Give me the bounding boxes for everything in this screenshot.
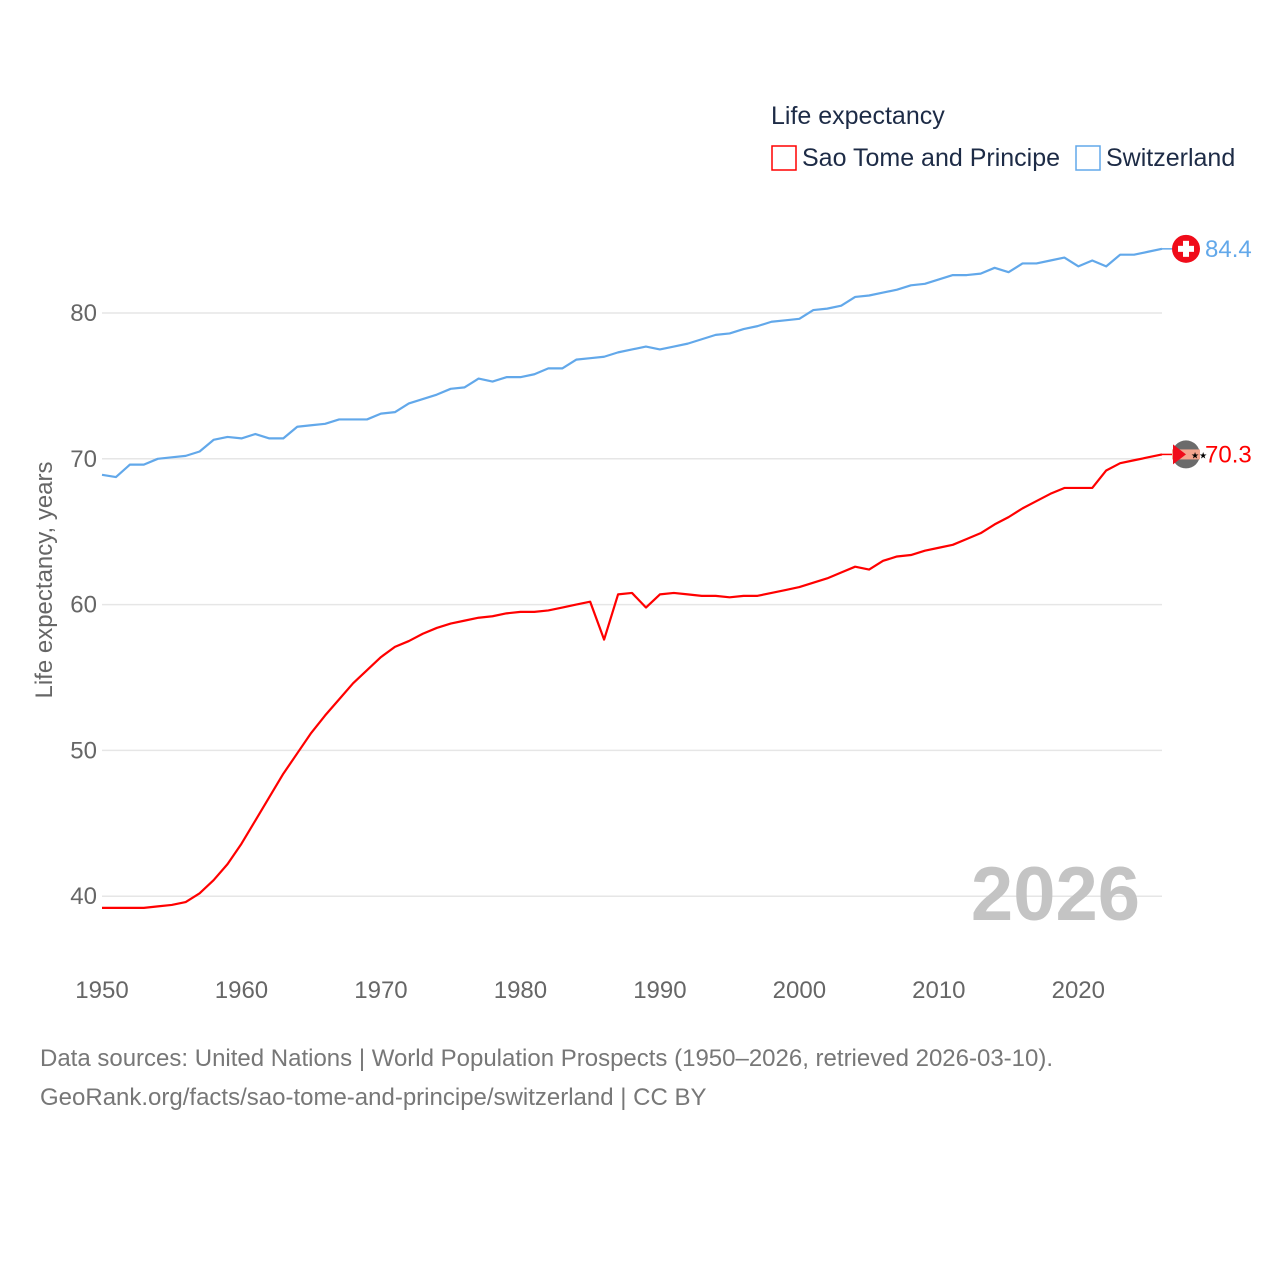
switzerland-flag-icon <box>1172 234 1200 263</box>
x-tick-label: 1950 <box>75 977 128 1004</box>
data-source-note: Data sources: United Nations | World Pop… <box>40 1045 1054 1072</box>
flag-triangle <box>1173 444 1186 465</box>
legend-item-sao-tome[interactable]: Sao Tome and Principe <box>771 144 1060 172</box>
y-tick-label: 70 <box>70 446 97 473</box>
x-tick-label: 1980 <box>494 977 547 1004</box>
y-tick-label: 50 <box>70 737 97 764</box>
legend-swatch <box>1075 145 1101 171</box>
x-tick-label: 2020 <box>1052 977 1105 1004</box>
flag-stars: ★★ <box>1191 450 1207 460</box>
x-tick-label: 1960 <box>215 977 268 1004</box>
legend-label: Switzerland <box>1106 144 1235 172</box>
x-tick-label: 2010 <box>912 977 965 1004</box>
series-line-sao-tome <box>102 453 1163 909</box>
legend-title: Life expectancy <box>771 102 945 130</box>
sao-tome-flag-icon: ★★ <box>1172 440 1207 469</box>
x-tick-label: 1990 <box>633 977 686 1004</box>
y-tick-label: 40 <box>70 883 97 910</box>
legend-item-switzerland[interactable]: Switzerland <box>1075 144 1235 172</box>
y-axis-label: Life expectancy, years <box>31 461 58 698</box>
y-tick-label: 80 <box>70 300 97 327</box>
y-tick-label: 60 <box>70 592 97 619</box>
flag-cross <box>1178 245 1194 252</box>
end-value-label: 84.4 <box>1205 236 1252 263</box>
legend-label: Sao Tome and Principe <box>802 144 1060 172</box>
legend-swatch <box>771 145 797 171</box>
source-link[interactable]: GeoRank.org/facts/sao-tome-and-principe/… <box>40 1084 707 1111</box>
year-watermark: 2026 <box>971 852 1140 937</box>
x-tick-label: 2000 <box>773 977 826 1004</box>
end-value-label: 70.3 <box>1205 441 1252 468</box>
series-line-switzerland <box>101 247 1163 479</box>
x-tick-label: 1970 <box>354 977 407 1004</box>
